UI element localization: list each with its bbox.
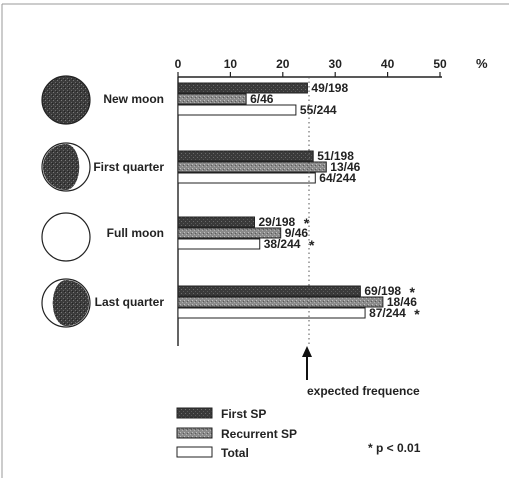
- bar-first-sp: [177, 82, 308, 94]
- significance-star: *: [414, 306, 420, 322]
- bar-value-label: 29/198: [259, 215, 296, 229]
- category-label: Full moon: [107, 226, 164, 240]
- bar-value-label: 64/244: [319, 171, 356, 185]
- bar-value-label: 9/46: [285, 226, 309, 240]
- significance-note: * p < 0.01: [368, 441, 421, 455]
- bar-value-label: 51/198: [317, 149, 354, 163]
- x-tick-label: 40: [381, 57, 395, 71]
- category-label: First quarter: [93, 160, 164, 174]
- new-moon-icon: [41, 75, 91, 125]
- bar-value-label: 38/244: [264, 237, 301, 251]
- legend-swatch-total: [176, 446, 213, 458]
- bar-recurrent-sp: [177, 227, 282, 239]
- bar-first-sp: [177, 216, 256, 228]
- bar-value-label: 69/198: [364, 284, 401, 298]
- bar-value-label: 49/198: [311, 81, 348, 95]
- bar-total: [177, 307, 366, 319]
- bar-total: [177, 104, 297, 116]
- expected-frequence-label: expected frequence: [307, 384, 420, 398]
- category-label: New moon: [103, 92, 164, 106]
- significance-star: *: [304, 215, 310, 231]
- category-label: Last quarter: [95, 295, 165, 309]
- bar-value-label: 55/244: [300, 103, 337, 117]
- legend-swatch-recurrent-sp: [176, 427, 213, 439]
- x-tick-label: 20: [276, 57, 290, 71]
- bar-first-sp: [177, 285, 361, 297]
- moon-icons: [41, 75, 91, 328]
- bar-value-label: 6/46: [250, 92, 274, 106]
- x-tick-label: 0: [175, 57, 182, 71]
- significance-star: *: [410, 284, 416, 300]
- first-quarter-shadow-inner: [65, 144, 80, 191]
- axes: 0 10 20 30 40 50 % New moon First quarter Full mo…: [93, 56, 488, 346]
- legend-label: Recurrent SP: [221, 427, 297, 441]
- legend-label: Total: [221, 446, 249, 460]
- x-tick-label: 10: [224, 57, 238, 71]
- bar-total: [177, 238, 261, 250]
- bar-first-sp: [177, 150, 314, 162]
- legend: First SP Recurrent SP Total * p < 0.01: [176, 407, 421, 460]
- bar-recurrent-sp: [177, 296, 384, 308]
- significance-star: *: [309, 237, 315, 253]
- bars: 49/198 51/198 29/198 * 69/198 * 6/46 13/46 9/46 1…: [177, 81, 420, 322]
- bar-recurrent-sp: [177, 161, 327, 173]
- full-moon-icon: [41, 212, 91, 262]
- expected-frequence-arrowhead: [302, 346, 312, 357]
- x-tick-label: 50: [433, 57, 447, 71]
- x-tick-label: 30: [329, 57, 343, 71]
- bar-value-label: 18/46: [387, 295, 417, 309]
- bar-value-label: 87/244: [369, 306, 406, 320]
- bar-recurrent-sp: [177, 93, 247, 105]
- bar-value-label: 13/46: [330, 160, 360, 174]
- x-unit-label: %: [476, 56, 488, 71]
- expected-frequence-marker: expected frequence: [302, 77, 420, 398]
- last-quarter-shadow-inner: [52, 280, 67, 326]
- legend-label: First SP: [221, 407, 266, 421]
- legend-swatch-first-sp: [176, 407, 213, 419]
- bar-total: [177, 172, 316, 184]
